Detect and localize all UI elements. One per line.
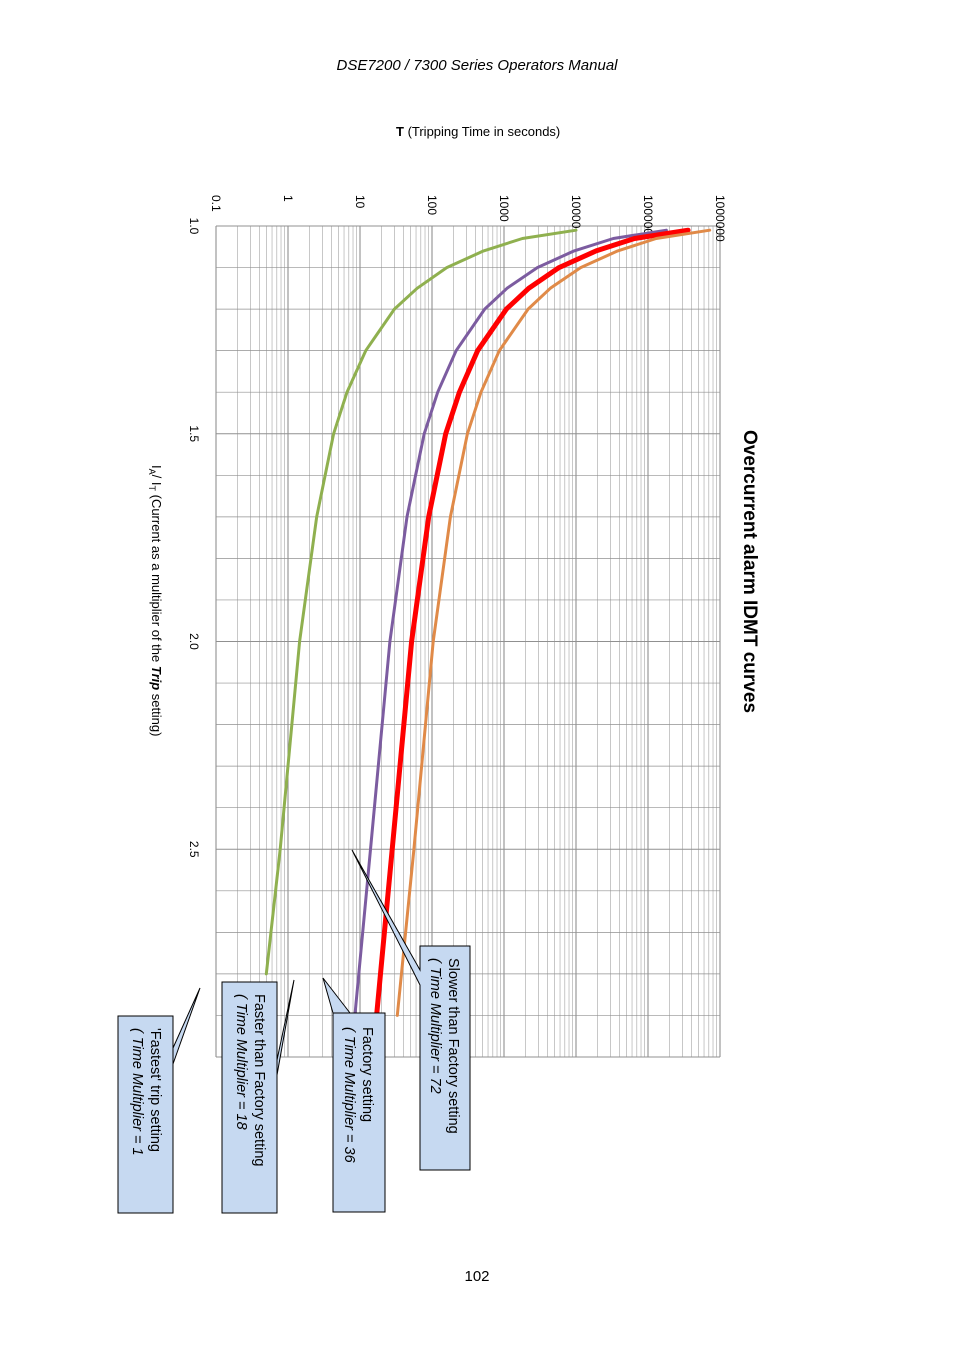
callout-slower: Slower than Factory setting ( Time Multi… [351,849,471,1171]
y-tick-label: 1000 [497,195,511,222]
callout-faster: Faster than Factory setting ( Time Multi… [221,979,295,1214]
callout-fastest: 'Fastest' trip setting ( Time Multiplier… [117,987,201,1214]
callout-faster-line1: Faster than Factory setting [251,994,267,1166]
x-tick-label: 1.0 [187,218,201,235]
callout-factory-line2: ( Time Multiplier = 36 [341,1027,357,1164]
callout-fastest-shape [117,987,201,1214]
x-tick-label: 1.5 [187,425,201,442]
y-tick-label: 10000 [569,195,583,229]
callout-factory-shape [322,977,386,1213]
x-axis-symbol-1: I [149,465,164,469]
page-header: DSE7200 / 7300 Series Operators Manual [336,57,618,74]
callout-faster-shape [221,979,295,1214]
curve-tm-1 [264,228,578,976]
x-axis-text-after: setting) [149,690,164,736]
callout-factory: Factory setting ( Time Multiplier = 36 [322,977,386,1213]
callout-slower-line1: Slower than Factory setting [445,958,461,1134]
chart-series [264,227,712,1018]
x-axis-symbol-2: I [149,482,164,486]
x-axis-text-before: (Current as a multiplier of the [149,491,164,666]
x-axis-sub-1: A [147,469,157,475]
curve-tm-18 [353,228,668,1017]
y-tick-label: 100000 [641,195,655,235]
curve-tm-72 [395,228,712,1017]
x-tick-labels: 1.0 1.5 2.0 2.5 [187,218,201,858]
callout-faster-line2: ( Time Multiplier = 18 [233,994,249,1130]
callout-factory-line1: Factory setting [359,1027,375,1122]
chart-grid [215,225,721,1058]
page-number: 102 [464,1268,490,1285]
y-tick-label: 100 [425,195,439,215]
callout-fastest-line1: 'Fastest' trip setting [147,1028,163,1152]
y-tick-label: 10 [353,195,367,209]
y-tick-label: 0.1 [209,195,223,212]
x-axis-emphasis: Trip [149,666,164,690]
x-axis-sub-2: T [147,486,157,492]
callout-slower-shape [351,849,471,1171]
x-tick-label: 2.0 [187,633,201,650]
y-axis-symbol: T [396,124,404,139]
callout-slower-line2: ( Time Multiplier = 72 [427,958,443,1094]
curve-tm-36 [374,227,691,1018]
y-axis-label-text: (Tripping Time in seconds) [404,124,560,139]
x-tick-label: 2.5 [187,841,201,858]
y-axis-title: T (Tripping Time in seconds) [396,124,560,139]
x-axis-slash: / [149,475,164,482]
y-tick-labels: 0.1 1 10 100 1000 10000 100000 1000000 [209,195,727,242]
chart-title: Overcurrent alarm IDMT curves [739,430,760,713]
y-tick-label: 1000000 [713,195,727,242]
x-axis-title: IA/ IT (Current as a multiplier of the T… [147,465,164,736]
callout-fastest-line2: ( Time Multiplier = 1 [129,1028,145,1156]
y-tick-label: 1 [281,195,295,202]
